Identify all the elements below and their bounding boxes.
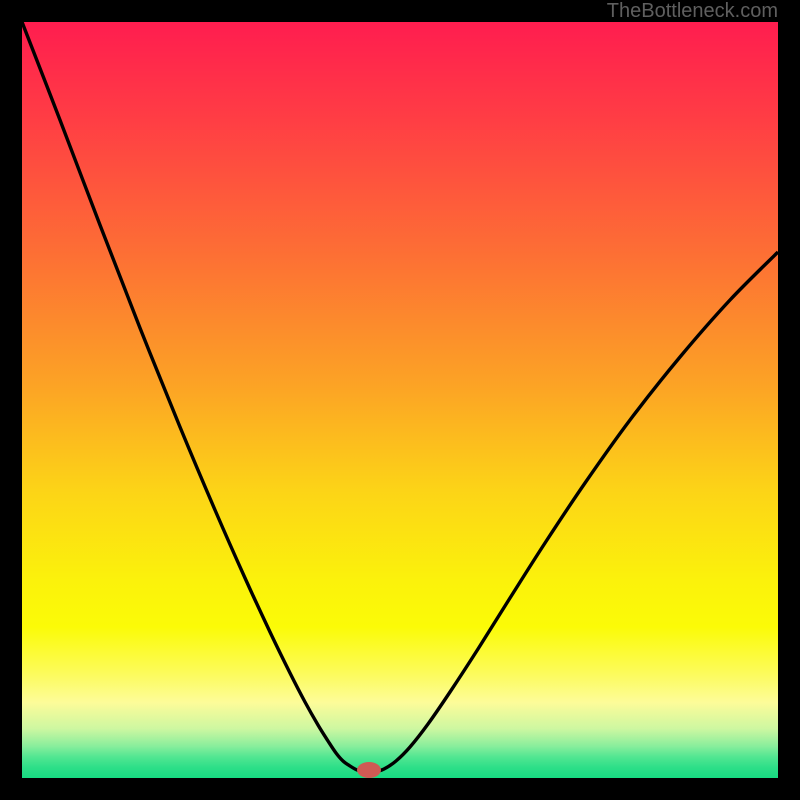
plot-background bbox=[22, 22, 778, 778]
bottleneck-chart-svg bbox=[0, 0, 800, 800]
optimal-point-marker bbox=[357, 762, 381, 778]
chart-frame: TheBottleneck.com bbox=[0, 0, 800, 800]
